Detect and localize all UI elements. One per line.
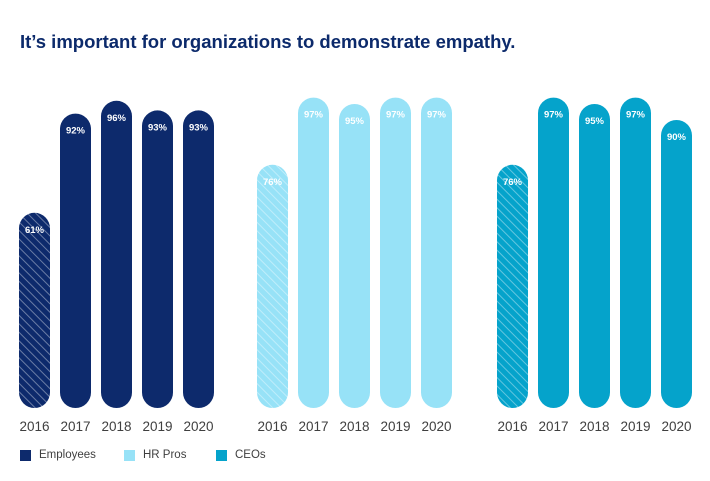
x-tick-ceos-2017: 2017 — [538, 419, 568, 434]
data-label-employees-2020: 93% — [189, 122, 209, 133]
x-tick-employees-2018: 2018 — [101, 419, 131, 434]
data-label-ceos-2017: 97% — [544, 110, 564, 121]
legend-swatch-ceos — [216, 449, 227, 461]
data-label-hr-pros-2019: 97% — [386, 110, 406, 121]
legend-item-employees: Employees — [20, 449, 124, 461]
bar-hr-pros-2019 — [380, 97, 411, 408]
data-label-hr-pros-2020: 97% — [427, 110, 447, 121]
data-label-ceos-2016: 76% — [503, 177, 523, 188]
legend-swatch-hr-pros — [124, 449, 135, 461]
x-tick-hr-pros-2016: 2016 — [257, 419, 287, 434]
legend: Employees HR Pros CEOs — [20, 449, 266, 461]
legend-swatch-employees — [20, 449, 31, 461]
x-tick-hr-pros-2018: 2018 — [339, 419, 369, 434]
legend-label-hr-pros: HR Pros — [143, 449, 187, 461]
data-label-ceos-2018: 95% — [585, 116, 605, 127]
legend-item-ceos: CEOs — [216, 449, 266, 461]
x-tick-hr-pros-2019: 2019 — [380, 419, 410, 434]
bar-employees-2016 — [19, 212, 50, 408]
data-label-ceos-2019: 97% — [626, 110, 646, 121]
bar-ceos-2016 — [497, 164, 528, 408]
data-label-ceos-2020: 90% — [667, 132, 687, 143]
bar-ceos-2020 — [661, 120, 692, 408]
bar-ceos-2018 — [579, 104, 610, 408]
legend-label-ceos: CEOs — [235, 449, 266, 461]
bar-hr-pros-2020 — [421, 97, 452, 408]
bar-employees-2018 — [101, 100, 132, 409]
bar-employees-2017 — [60, 113, 91, 408]
bar-employees-2020 — [183, 110, 214, 409]
data-label-employees-2017: 92% — [66, 126, 86, 137]
x-tick-ceos-2018: 2018 — [579, 419, 609, 434]
data-label-hr-pros-2017: 97% — [304, 110, 324, 121]
x-tick-employees-2017: 2017 — [60, 419, 90, 434]
data-label-employees-2016: 61% — [25, 225, 45, 236]
data-label-hr-pros-2018: 95% — [345, 116, 365, 127]
legend-label-employees: Employees — [39, 449, 96, 461]
bar-hr-pros-2017 — [298, 97, 329, 408]
x-tick-employees-2019: 2019 — [142, 419, 172, 434]
legend-item-hr-pros: HR Pros — [124, 449, 216, 461]
x-tick-hr-pros-2017: 2017 — [298, 419, 328, 434]
bar-employees-2019 — [142, 110, 173, 409]
x-tick-ceos-2016: 2016 — [497, 419, 527, 434]
bar-hr-pros-2016 — [257, 164, 288, 408]
bar-hr-pros-2018 — [339, 104, 370, 408]
bar-ceos-2017 — [538, 97, 569, 408]
x-tick-hr-pros-2020: 2020 — [421, 419, 451, 434]
x-tick-employees-2016: 2016 — [19, 419, 49, 434]
x-tick-ceos-2019: 2019 — [620, 419, 650, 434]
data-label-hr-pros-2016: 76% — [263, 177, 283, 188]
data-label-employees-2019: 93% — [148, 122, 168, 133]
x-tick-employees-2020: 2020 — [183, 419, 213, 434]
data-label-employees-2018: 96% — [107, 113, 127, 124]
x-tick-ceos-2020: 2020 — [661, 419, 691, 434]
chart-title: It’s important for organizations to demo… — [20, 31, 516, 52]
bar-ceos-2019 — [620, 97, 651, 408]
